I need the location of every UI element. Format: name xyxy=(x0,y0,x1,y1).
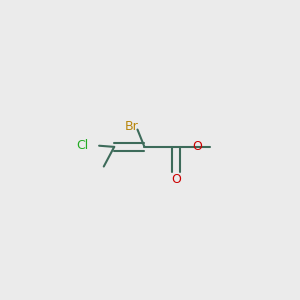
Text: Br: Br xyxy=(125,120,139,133)
Text: Cl: Cl xyxy=(76,139,89,152)
Text: O: O xyxy=(171,173,181,186)
Text: O: O xyxy=(192,140,202,153)
